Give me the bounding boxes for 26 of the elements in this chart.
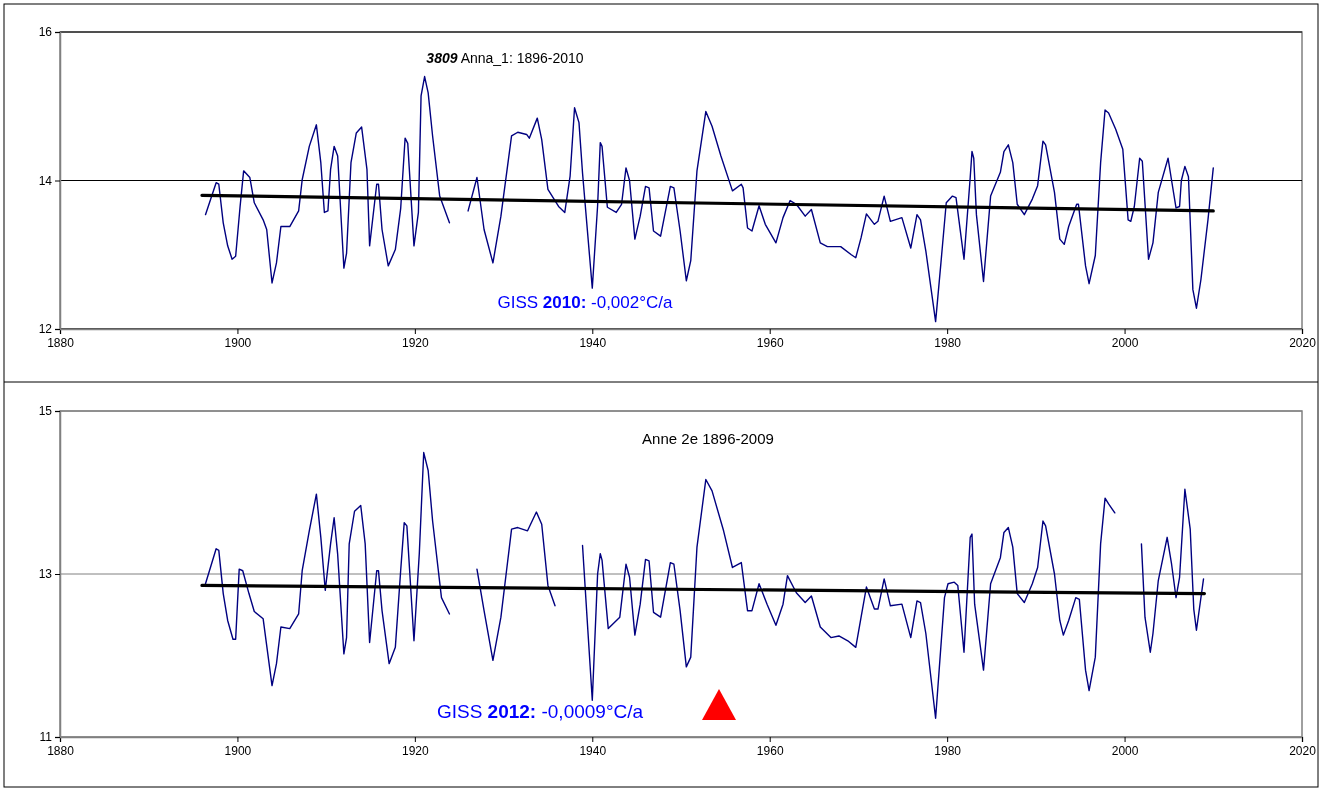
x-tick-label: 2020 (1289, 743, 1317, 758)
y-tick-label: 11 (39, 730, 53, 745)
x-tick-label: 1960 (756, 335, 784, 350)
annotation: GISS 2012: -0,0009°C/a (436, 701, 644, 722)
annotation: GISS 2010: -0,002°C/a (497, 293, 674, 312)
x-tick-label: 1980 (934, 335, 962, 350)
y-tick-label: 13 (38, 567, 53, 582)
x-tick-label: 2000 (1111, 743, 1139, 758)
x-tick-label: 1880 (47, 335, 75, 350)
x-tick-label: 1940 (579, 335, 607, 350)
y-tick-label: 12 (38, 322, 53, 337)
x-tick-label: 1880 (47, 743, 75, 758)
x-tick-label: 1900 (224, 335, 252, 350)
x-tick-label: 1920 (402, 335, 430, 350)
x-tick-label: 1940 (579, 743, 607, 758)
x-tick-label: 1920 (402, 743, 430, 758)
y-tick-label: 15 (38, 404, 53, 419)
x-tick-label: 1900 (224, 743, 252, 758)
y-tick-label: 14 (38, 173, 53, 188)
text: 3809 Anna_1: 1896-2010 (426, 50, 584, 66)
x-tick-label: 1960 (756, 743, 784, 758)
x-tick-label: 2000 (1111, 335, 1139, 350)
x-tick-label: 1980 (934, 743, 962, 758)
x-tick-label: 2020 (1289, 335, 1317, 350)
text: Anne 2e 1896-2009 (642, 430, 774, 447)
y-tick-label: 16 (38, 25, 53, 40)
